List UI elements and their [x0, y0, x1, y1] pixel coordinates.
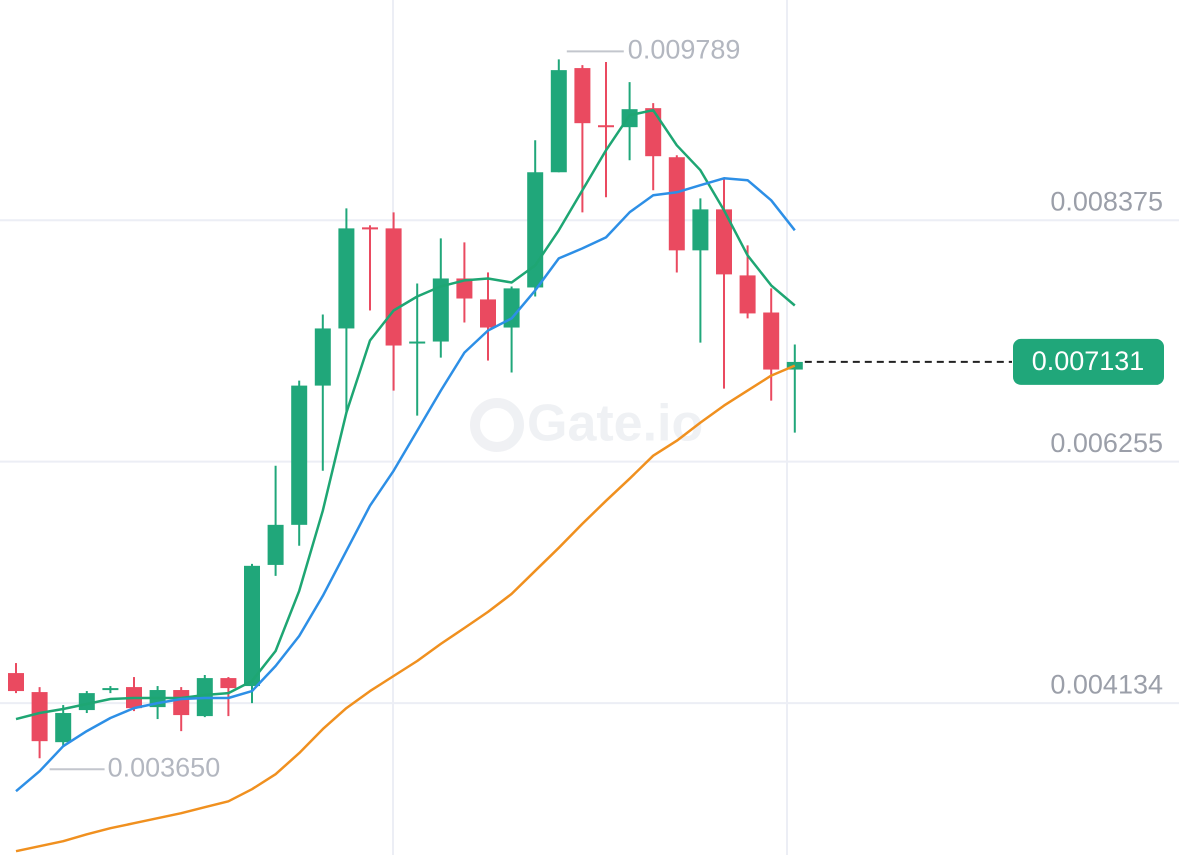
candle-body: [338, 228, 355, 329]
candle-body: [267, 524, 284, 565]
moving-average-line: [15, 108, 796, 721]
candle-body: [645, 108, 662, 157]
candle-body: [55, 713, 72, 743]
candle-body: [220, 678, 237, 689]
candle-body: [8, 673, 24, 692]
candle-body: [244, 565, 260, 687]
candle-body: [456, 278, 473, 299]
candle-body: [480, 299, 496, 328]
candle-body: [432, 278, 449, 342]
moving-average-line: [15, 364, 796, 853]
candle-body: [668, 157, 685, 251]
candle-body: [314, 328, 331, 386]
watermark-logo: [470, 398, 524, 452]
low-marker-label: 0.003650: [108, 752, 221, 782]
y-tick-label: 0.008375: [1050, 186, 1163, 216]
candle-body: [102, 688, 119, 691]
candle-body: [31, 692, 48, 742]
candle-body: [716, 209, 732, 275]
candle-body: [598, 125, 614, 128]
watermark: Gate.io: [470, 395, 703, 453]
last-price-label: 0.007131: [1032, 346, 1145, 376]
high-marker-label: 0.009789: [628, 34, 741, 64]
candle-body: [291, 385, 308, 525]
candle-body: [173, 690, 190, 716]
candle-body: [503, 288, 520, 328]
candle-body: [692, 209, 709, 251]
watermark-text: Gate.io: [527, 395, 703, 453]
moving-average-line: [15, 177, 796, 793]
candle-body: [550, 70, 567, 173]
y-tick-label: 0.004134: [1050, 669, 1163, 699]
candle-body: [763, 312, 780, 370]
candle-body: [409, 341, 426, 344]
y-tick-label: 0.006255: [1050, 428, 1163, 458]
candle-body: [574, 68, 591, 124]
candle-body: [385, 228, 402, 346]
last-price-box: [1013, 338, 1164, 385]
candle-body: [362, 227, 378, 230]
candle-body: [739, 275, 756, 314]
